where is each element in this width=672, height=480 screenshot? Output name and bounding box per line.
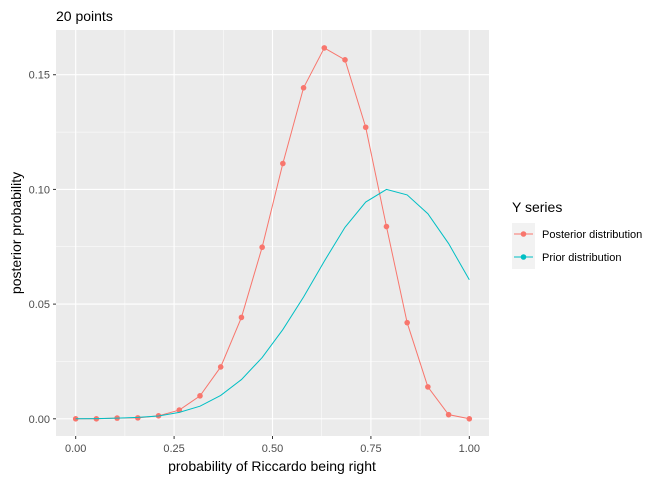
x-axis-title: probability of Riccardo being right bbox=[168, 458, 376, 474]
legend: Y series Posterior distribution Prior dis… bbox=[512, 199, 642, 269]
series-point bbox=[404, 319, 410, 326]
series-point bbox=[466, 415, 473, 422]
series-point bbox=[362, 124, 369, 131]
series-point bbox=[425, 384, 431, 390]
legend-key-point bbox=[520, 231, 527, 237]
series-point bbox=[300, 85, 307, 91]
x-tick-label: 1.00 bbox=[459, 443, 480, 455]
y-tick-label: 0.00 bbox=[29, 414, 50, 426]
legend-label: Posterior distribution bbox=[542, 229, 642, 241]
series-point bbox=[445, 411, 452, 418]
y-tick-label: 0.05 bbox=[29, 299, 50, 311]
series-point bbox=[383, 223, 390, 230]
series-point bbox=[342, 57, 348, 63]
y-tick-label: 0.10 bbox=[29, 184, 50, 196]
x-tick-label: 0.00 bbox=[65, 443, 86, 455]
y-tick-label: 0.15 bbox=[29, 70, 50, 82]
series-point bbox=[217, 364, 224, 370]
series-point bbox=[197, 393, 203, 399]
series-point bbox=[280, 160, 286, 167]
series-point bbox=[259, 244, 265, 251]
plot-title: 20 points bbox=[56, 8, 113, 24]
y-axis-title: posterior probability bbox=[8, 172, 24, 294]
x-tick-label: 0.25 bbox=[163, 443, 184, 455]
y-axis: 0.00 0.05 0.10 0.15 bbox=[29, 70, 56, 426]
series-line-1 bbox=[75, 188, 470, 420]
legend-title: Y series bbox=[512, 199, 562, 215]
x-tick-label: 0.50 bbox=[262, 443, 283, 455]
legend-key-point bbox=[520, 254, 527, 260]
series-layer bbox=[72, 45, 473, 422]
legend-label: Prior distribution bbox=[542, 252, 621, 264]
major-grid bbox=[56, 30, 489, 436]
x-tick-label: 0.75 bbox=[360, 443, 381, 455]
series-point bbox=[238, 314, 245, 321]
x-axis: 0.00 0.25 0.50 0.75 1.00 bbox=[65, 436, 480, 455]
series-point bbox=[321, 45, 328, 51]
